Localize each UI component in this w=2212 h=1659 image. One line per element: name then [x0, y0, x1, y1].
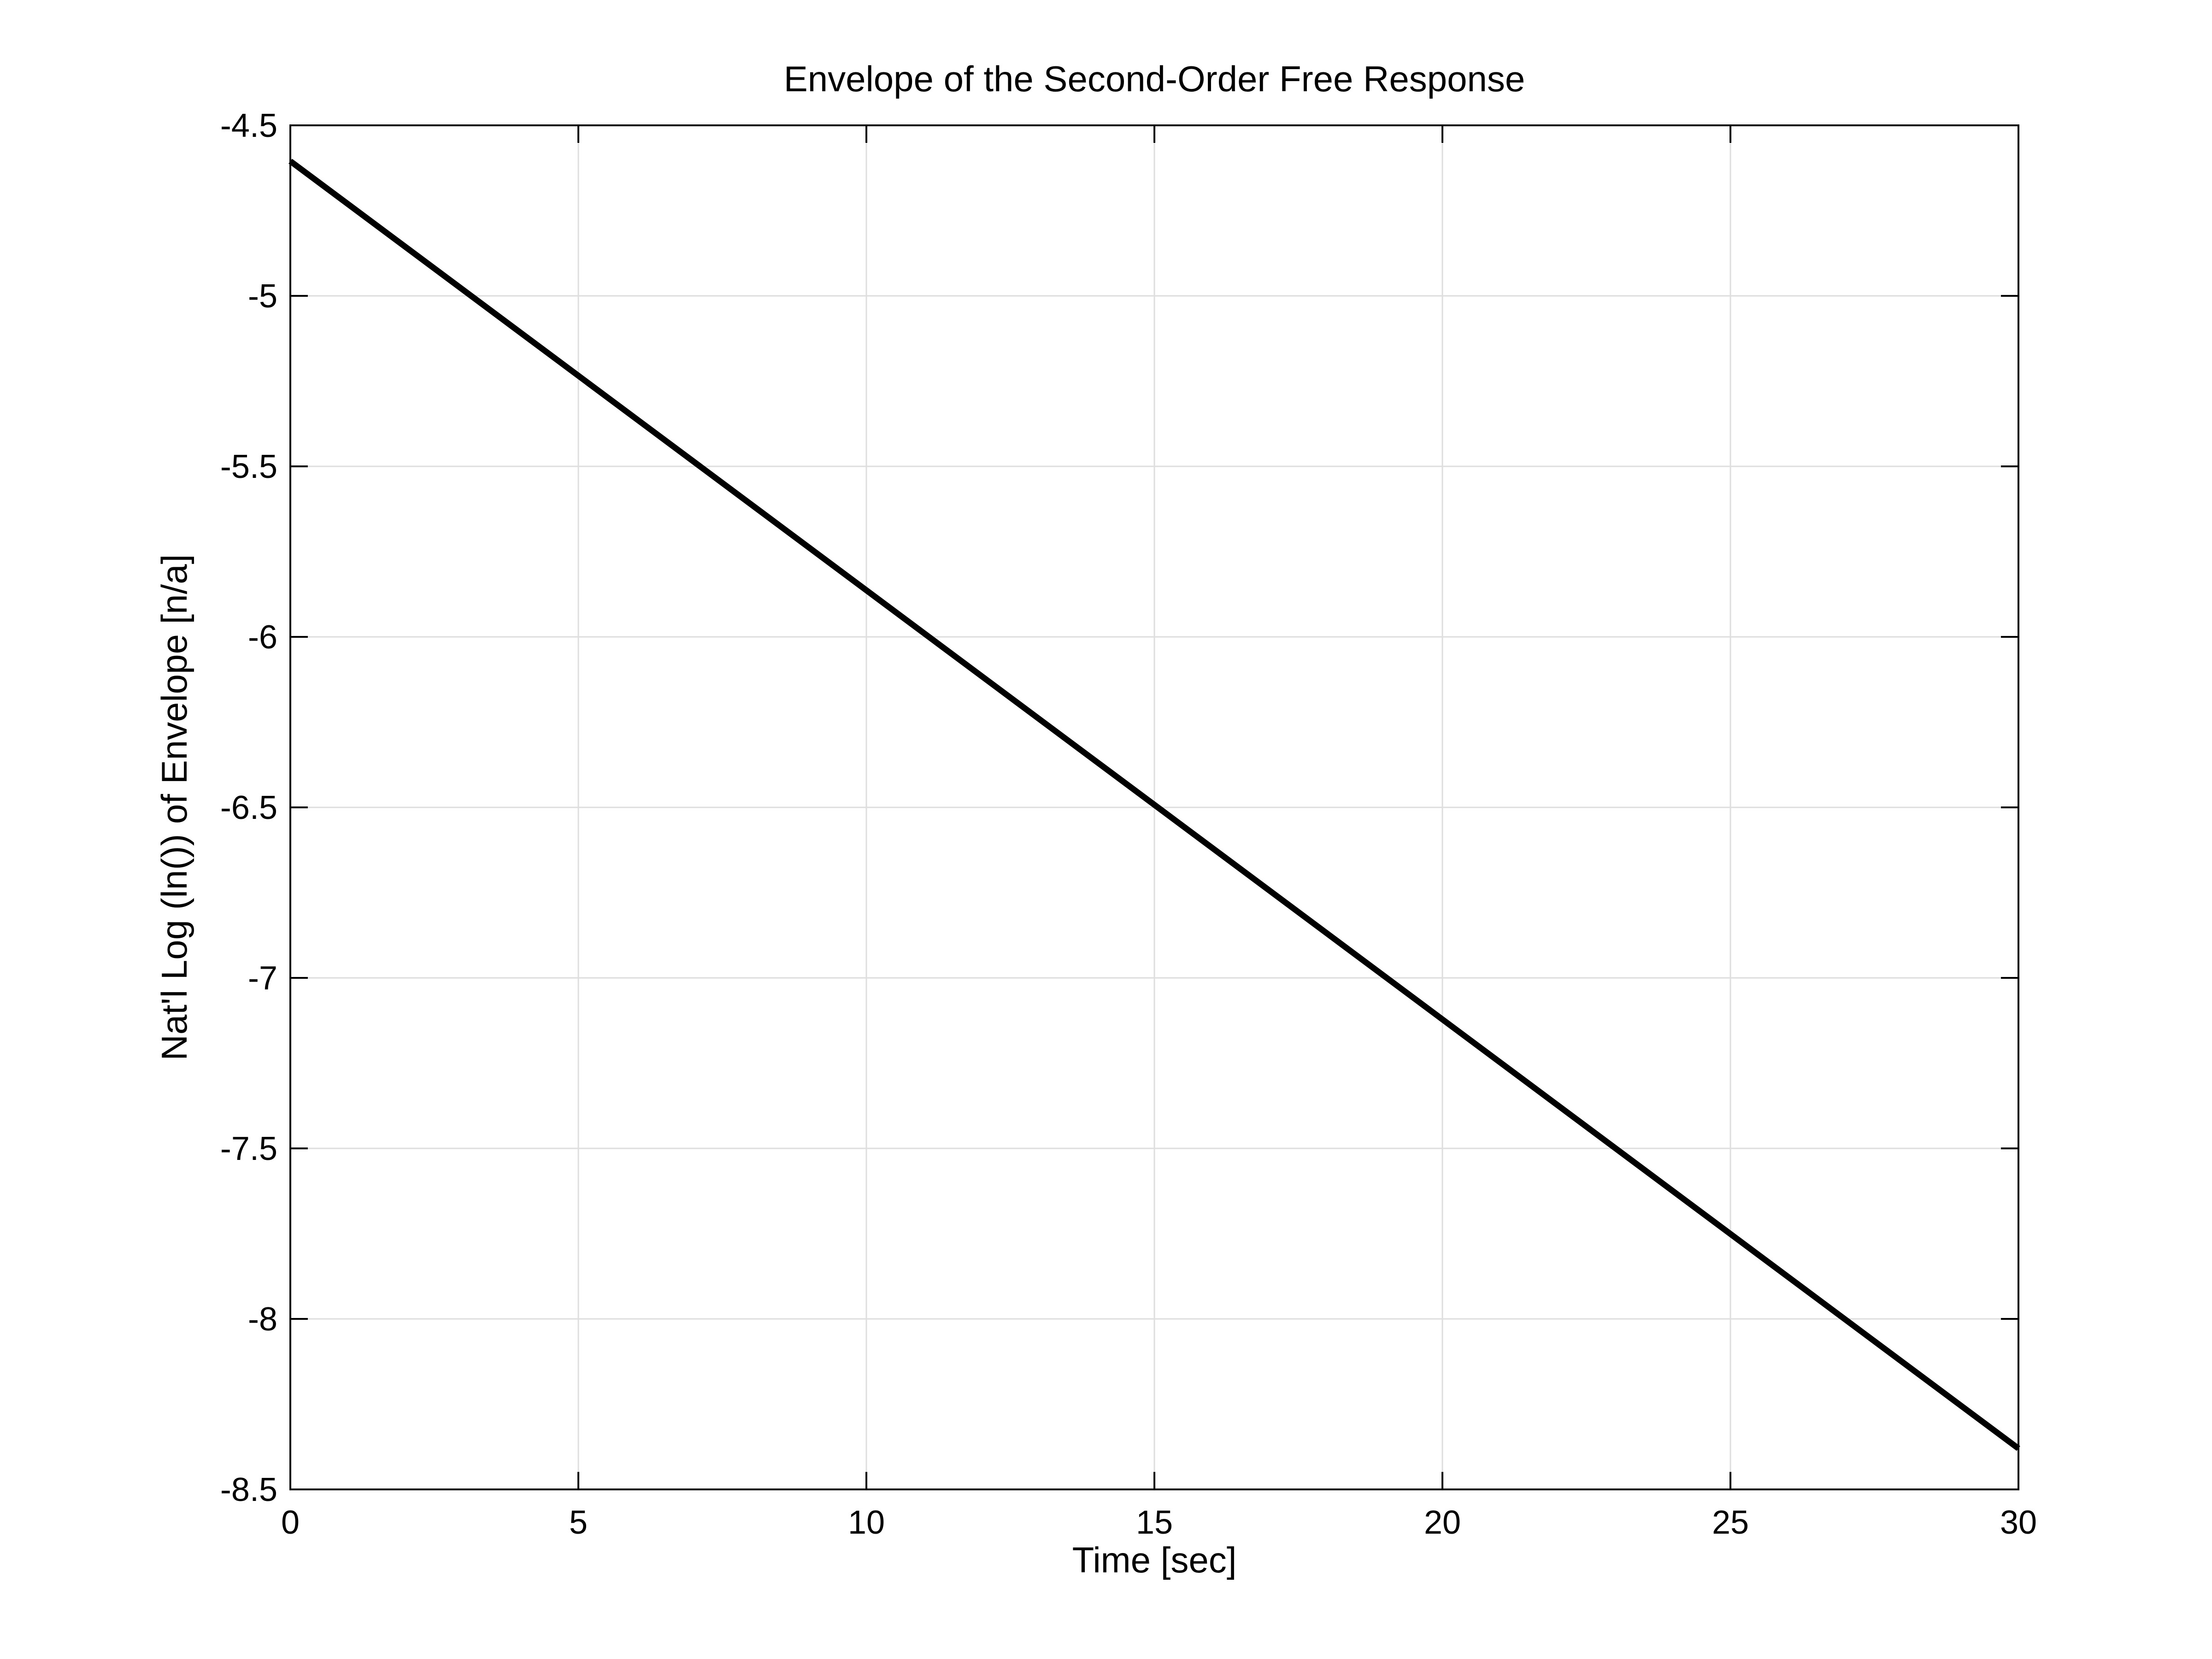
x-tick-label: 30: [2000, 1504, 2037, 1541]
x-tick-label: 10: [848, 1504, 885, 1541]
y-tick-label: -7.5: [220, 1130, 277, 1167]
x-tick-label: 0: [281, 1504, 300, 1541]
x-tick-label: 20: [1424, 1504, 1461, 1541]
y-tick-label: -8.5: [220, 1471, 277, 1508]
x-tick-label: 5: [569, 1504, 588, 1541]
series-line: [288, 159, 2020, 1451]
axis-ticks: [289, 124, 2019, 1490]
y-tick-labels: -8.5 -8 -7.5 -7 -6.5 -6 -5.5 -5 -4.5: [220, 107, 277, 1508]
y-tick-label: -5: [248, 278, 277, 315]
y-tick-label: -8: [248, 1301, 277, 1338]
y-tick-label: -4.5: [220, 107, 277, 144]
chart-title: Envelope of the Second-Order Free Respon…: [784, 59, 1525, 99]
x-tick-label: 15: [1136, 1504, 1173, 1541]
y-tick-label: -6.5: [220, 789, 277, 826]
y-tick-label: -7: [248, 960, 277, 997]
y-tick-label: -6: [248, 619, 277, 656]
series-group: [288, 159, 2020, 1451]
y-tick-label: -5.5: [220, 448, 277, 485]
x-tick-labels: 0 5 10 15 20 25 30: [281, 1504, 2037, 1541]
x-tick-label: 25: [1712, 1504, 1749, 1541]
y-axis-label: Nat'l Log (ln()) of Envelope [n/a]: [154, 554, 194, 1061]
x-axis-label: Time [sec]: [1072, 1540, 1237, 1580]
